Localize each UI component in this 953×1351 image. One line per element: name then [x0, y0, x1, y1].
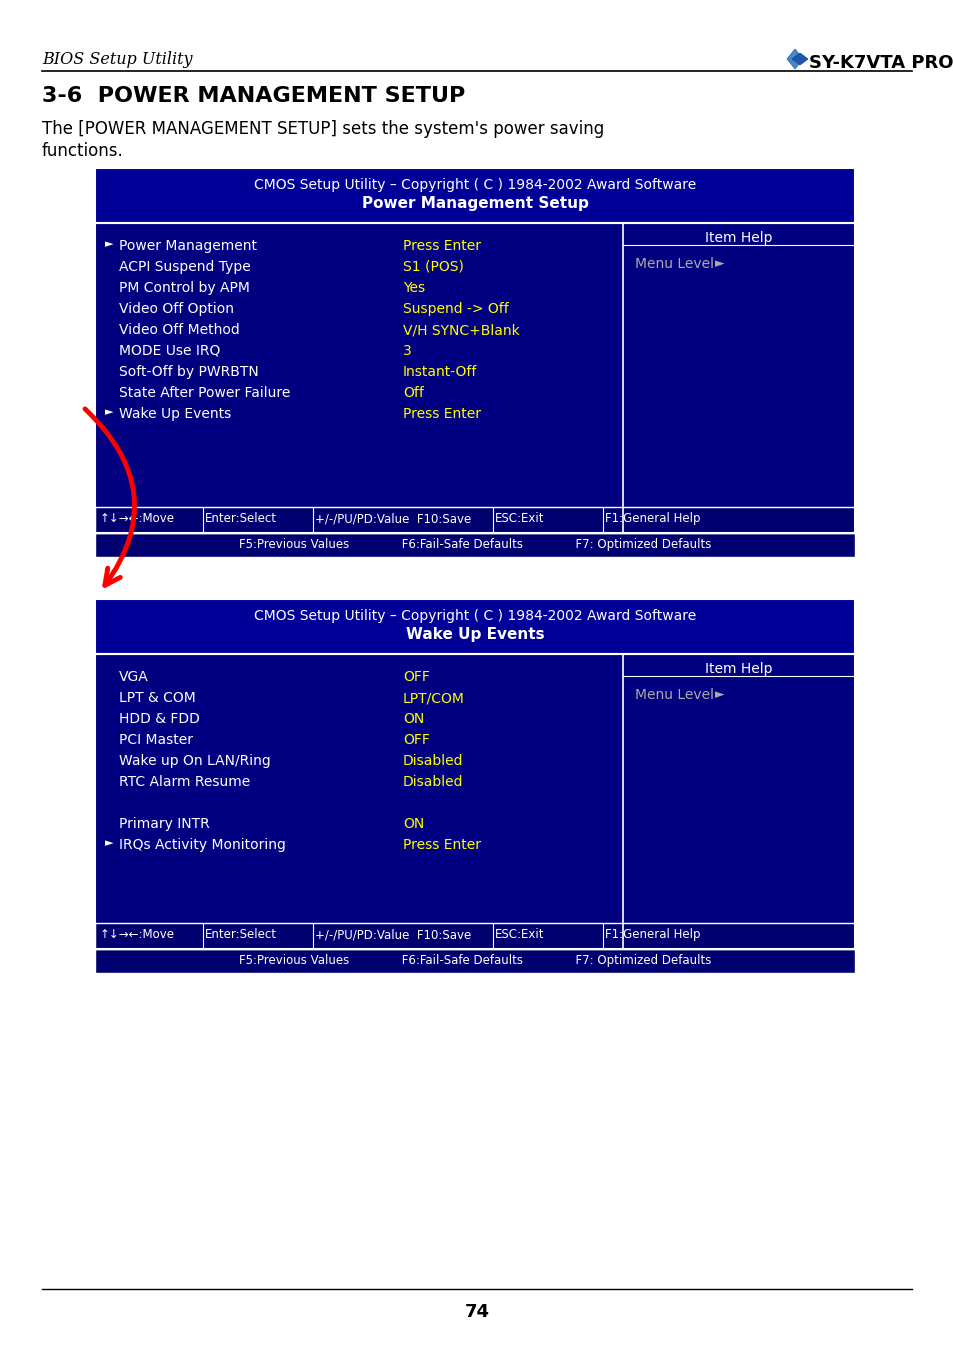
Polygon shape	[791, 53, 807, 65]
Text: OFF: OFF	[402, 670, 430, 684]
Text: Press Enter: Press Enter	[402, 838, 480, 852]
Text: MODE Use IRQ: MODE Use IRQ	[119, 345, 220, 358]
Text: Item Help: Item Help	[704, 662, 772, 676]
Bar	[95, 598, 854, 654]
Text: 3: 3	[402, 345, 412, 358]
Text: The [POWER MANAGEMENT SETUP] sets the system's power saving: The [POWER MANAGEMENT SETUP] sets the sy…	[42, 120, 603, 138]
Text: Suspend -> Off: Suspend -> Off	[402, 303, 508, 316]
Bar	[95, 534, 854, 557]
Text: S1 (POS): S1 (POS)	[402, 259, 463, 274]
Text: F1:General Help: F1:General Help	[604, 512, 700, 526]
Bar	[95, 654, 854, 948]
Text: HDD & FDD: HDD & FDD	[119, 712, 200, 725]
Text: ACPI Suspend Type: ACPI Suspend Type	[119, 259, 251, 274]
Text: Press Enter: Press Enter	[402, 239, 480, 253]
Text: +/-/PU/PD:Value  F10:Save: +/-/PU/PD:Value F10:Save	[314, 928, 471, 942]
Text: Disabled: Disabled	[402, 754, 463, 767]
Bar	[95, 168, 854, 223]
Text: Wake Up Events: Wake Up Events	[405, 627, 544, 642]
Text: V/H SYNC+Blank: V/H SYNC+Blank	[402, 323, 519, 336]
Text: LPT & COM: LPT & COM	[119, 690, 195, 705]
Text: Yes: Yes	[402, 281, 425, 295]
Text: Power Management: Power Management	[119, 239, 256, 253]
Bar	[95, 948, 854, 973]
Text: Disabled: Disabled	[402, 775, 463, 789]
Text: ON: ON	[402, 712, 424, 725]
Text: VGA: VGA	[119, 670, 149, 684]
Text: LPT/COM: LPT/COM	[402, 690, 464, 705]
Text: F1:General Help: F1:General Help	[604, 928, 700, 942]
Polygon shape	[786, 49, 802, 69]
Text: ►: ►	[714, 688, 724, 701]
Text: ↑↓→←:Move: ↑↓→←:Move	[100, 928, 174, 942]
Bar	[95, 507, 854, 534]
Text: Primary INTR: Primary INTR	[119, 817, 210, 831]
Text: SY-K7VTA PRO: SY-K7VTA PRO	[808, 54, 952, 72]
Text: ►: ►	[105, 239, 113, 249]
Text: Video Off Method: Video Off Method	[119, 323, 239, 336]
Text: State After Power Failure: State After Power Failure	[119, 386, 290, 400]
Text: Off: Off	[402, 386, 423, 400]
Text: functions.: functions.	[42, 142, 124, 159]
Text: CMOS Setup Utility – Copyright ( C ) 1984-2002 Award Software: CMOS Setup Utility – Copyright ( C ) 198…	[253, 609, 696, 623]
Bar	[95, 923, 854, 948]
Text: Menu Level: Menu Level	[635, 688, 713, 703]
Text: ON: ON	[402, 817, 424, 831]
Text: Instant-Off: Instant-Off	[402, 365, 476, 380]
Text: ►: ►	[714, 257, 724, 270]
Text: Video Off Option: Video Off Option	[119, 303, 233, 316]
Text: ↑↓→←:Move: ↑↓→←:Move	[100, 512, 174, 526]
Text: Power Management Setup: Power Management Setup	[361, 196, 588, 211]
Text: Enter:Select: Enter:Select	[205, 928, 276, 942]
Bar	[95, 223, 854, 534]
Text: RTC Alarm Resume: RTC Alarm Resume	[119, 775, 250, 789]
Text: 3-6  POWER MANAGEMENT SETUP: 3-6 POWER MANAGEMENT SETUP	[42, 86, 465, 105]
Text: PCI Master: PCI Master	[119, 734, 193, 747]
Text: Press Enter: Press Enter	[402, 407, 480, 422]
Text: 74: 74	[464, 1302, 489, 1321]
Text: OFF: OFF	[402, 734, 430, 747]
Text: F5:Previous Values              F6:Fail-Safe Defaults              F7: Optimized: F5:Previous Values F6:Fail-Safe Defaults…	[238, 954, 710, 967]
Text: ►: ►	[105, 407, 113, 417]
Text: Enter:Select: Enter:Select	[205, 512, 276, 526]
Text: PM Control by APM: PM Control by APM	[119, 281, 250, 295]
Text: +/-/PU/PD:Value  F10:Save: +/-/PU/PD:Value F10:Save	[314, 512, 471, 526]
Text: F5:Previous Values              F6:Fail-Safe Defaults              F7: Optimized: F5:Previous Values F6:Fail-Safe Defaults…	[238, 538, 710, 551]
Text: Item Help: Item Help	[704, 231, 772, 245]
Text: BIOS Setup Utility: BIOS Setup Utility	[42, 51, 193, 68]
Text: Soft-Off by PWRBTN: Soft-Off by PWRBTN	[119, 365, 258, 380]
FancyArrowPatch shape	[85, 409, 134, 585]
Text: Wake up On LAN/Ring: Wake up On LAN/Ring	[119, 754, 271, 767]
Text: ESC:Exit: ESC:Exit	[495, 928, 544, 942]
Text: Wake Up Events: Wake Up Events	[119, 407, 231, 422]
Text: ESC:Exit: ESC:Exit	[495, 512, 544, 526]
Text: IRQs Activity Monitoring: IRQs Activity Monitoring	[119, 838, 286, 852]
Text: ►: ►	[105, 838, 113, 848]
Text: Menu Level: Menu Level	[635, 257, 713, 272]
Text: CMOS Setup Utility – Copyright ( C ) 1984-2002 Award Software: CMOS Setup Utility – Copyright ( C ) 198…	[253, 178, 696, 192]
